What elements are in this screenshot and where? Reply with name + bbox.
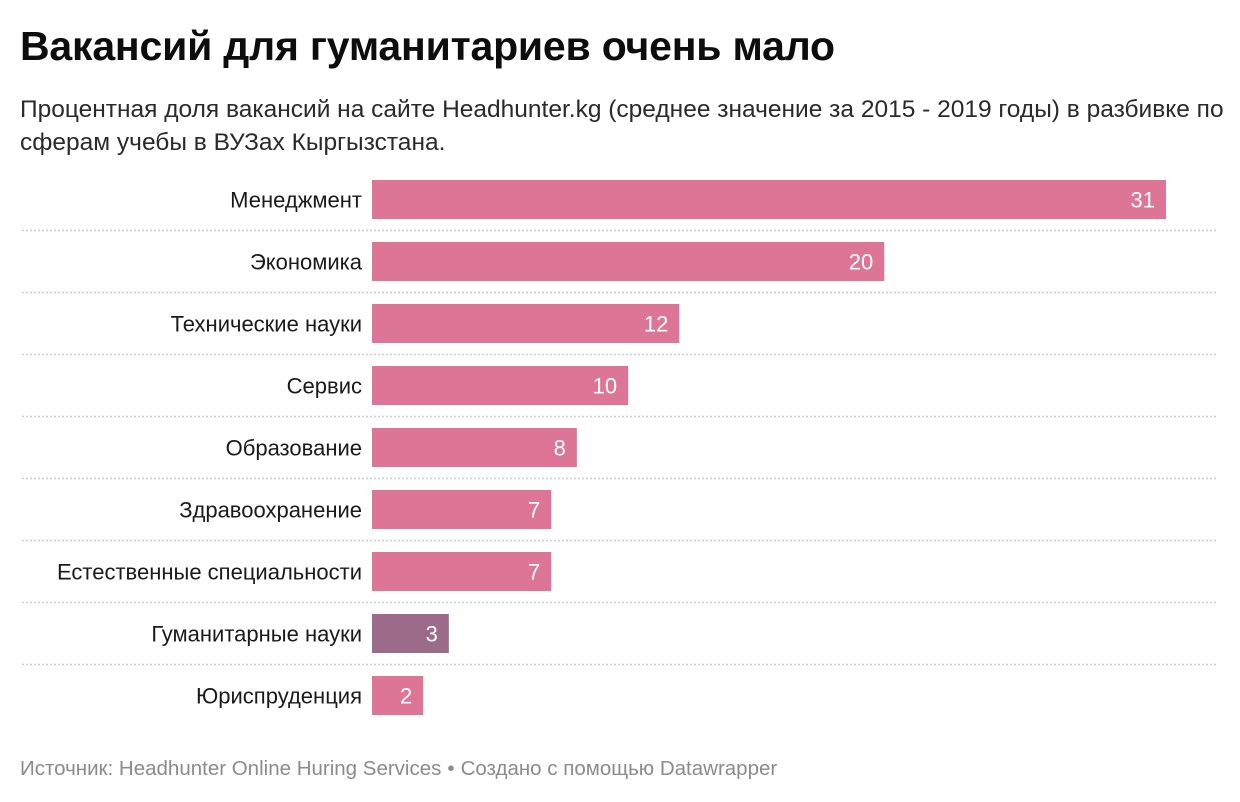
category-label: Гуманитарные науки (151, 622, 362, 647)
category-label: Экономика (250, 250, 363, 275)
category-label: Менеджмент (230, 188, 362, 213)
category-label: Естественные специальности (57, 560, 362, 585)
bar-row: Экономика 20 (22, 242, 1218, 294)
value-label: 7 (528, 498, 540, 523)
bar (372, 552, 552, 591)
bar (372, 428, 577, 467)
value-label: 31 (1131, 188, 1155, 213)
bar-row: Менеджмент 31 (22, 180, 1218, 232)
category-label: Юриспруденция (196, 684, 362, 709)
footer-separator: • (447, 757, 455, 780)
bar (372, 490, 552, 529)
bar-row: Юриспруденция 2 (196, 676, 424, 715)
bar-row: Сервис 10 (22, 366, 1218, 418)
source-note: Источник: Headhunter Online Huring Servi… (20, 757, 442, 780)
value-label: 2 (400, 684, 412, 709)
bar-row: Технические науки 12 (22, 304, 1218, 356)
bar (372, 366, 629, 405)
bar-row: Естественные специальности 7 (22, 552, 1218, 604)
value-label: 8 (554, 436, 566, 461)
value-label: 10 (593, 374, 617, 399)
bar (372, 614, 449, 653)
value-label: 12 (644, 312, 668, 337)
bar (372, 242, 885, 281)
category-label: Образование (226, 436, 362, 461)
bar (372, 304, 680, 343)
value-label: 20 (849, 250, 873, 275)
category-label: Технические науки (171, 312, 362, 337)
bar (372, 676, 424, 715)
value-label: 3 (426, 622, 438, 647)
chart-subtitle: Процентная доля вакансий на сайте Headhu… (20, 96, 1224, 156)
bar-row: Здравоохранение 7 (22, 490, 1218, 542)
bar-row: Гуманитарные науки 3 (22, 614, 1218, 666)
category-label: Здравоохранение (179, 498, 362, 523)
bar (372, 180, 1166, 219)
value-label: 7 (528, 560, 540, 585)
category-label: Сервис (287, 374, 362, 399)
chart-footer: Источник: Headhunter Online Huring Servi… (20, 756, 777, 782)
credit-note: Создано с помощью Datawrapper (460, 757, 778, 780)
bar-row: Образование 8 (22, 428, 1218, 480)
chart-title: Вакансий для гуманитариев очень мало (20, 23, 835, 69)
